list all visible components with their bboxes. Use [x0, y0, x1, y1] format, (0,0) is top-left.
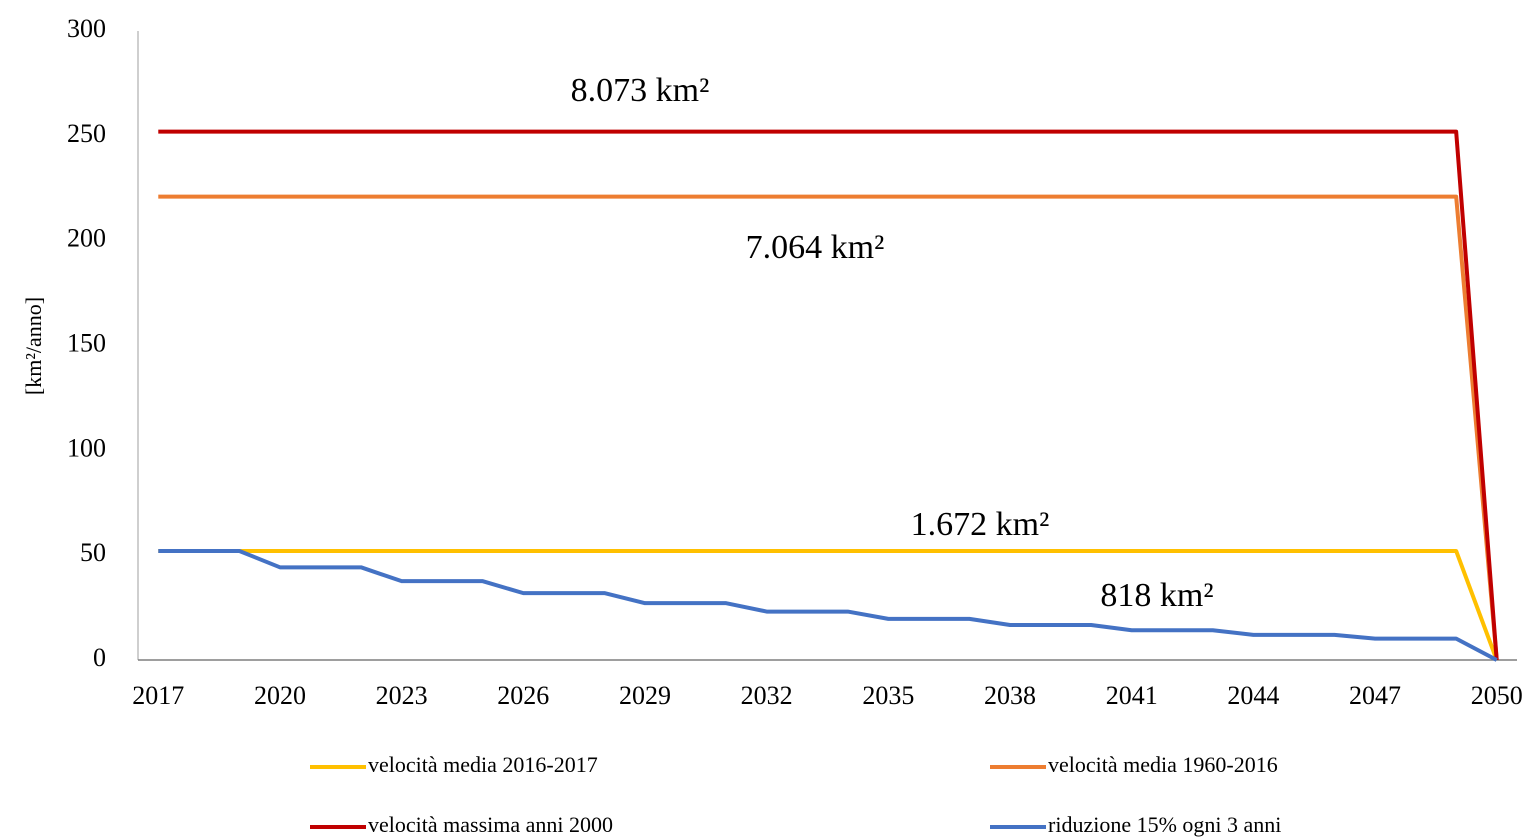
- legend-label: velocità media 1960-2016: [1048, 752, 1278, 777]
- annotation: 8.073 km²: [571, 72, 710, 109]
- y-tick-label: 300: [67, 14, 106, 43]
- x-tick-label: 2041: [1106, 681, 1158, 710]
- annotation: 1.672 km²: [911, 506, 1050, 543]
- y-tick-label: 200: [67, 224, 106, 253]
- y-tick-label: 100: [67, 433, 106, 462]
- x-tick-label: 2050: [1471, 681, 1523, 710]
- annotation: 7.064 km²: [746, 229, 885, 266]
- x-tick-label: 2026: [497, 681, 549, 710]
- y-axis-label: [km²/anno]: [21, 297, 46, 395]
- y-tick-label: 50: [80, 538, 106, 567]
- annotation: 818 km²: [1100, 577, 1213, 614]
- y-tick-label: 150: [67, 328, 106, 357]
- legend-label: velocità media 2016-2017: [368, 752, 598, 777]
- x-tick-label: 2023: [376, 681, 428, 710]
- x-tick-label: 2029: [619, 681, 671, 710]
- series-line: [158, 548, 1498, 662]
- series-line: [158, 194, 1499, 661]
- y-tick-label: 250: [67, 119, 106, 148]
- x-tick-label: 2038: [984, 681, 1036, 710]
- legend-label: riduzione 15% ogni 3 anni: [1048, 812, 1281, 837]
- x-tick-label: 2047: [1349, 681, 1401, 710]
- x-tick-label: 2035: [862, 681, 914, 710]
- y-tick-label: 0: [93, 643, 106, 672]
- series-line: [158, 129, 1499, 661]
- x-tick-label: 2017: [132, 681, 184, 710]
- series-line: [158, 548, 1499, 661]
- x-tick-label: 2020: [254, 681, 306, 710]
- legend-label: velocità massima anni 2000: [368, 812, 613, 837]
- x-tick-label: 2044: [1227, 681, 1279, 710]
- x-tick-label: 2032: [741, 681, 793, 710]
